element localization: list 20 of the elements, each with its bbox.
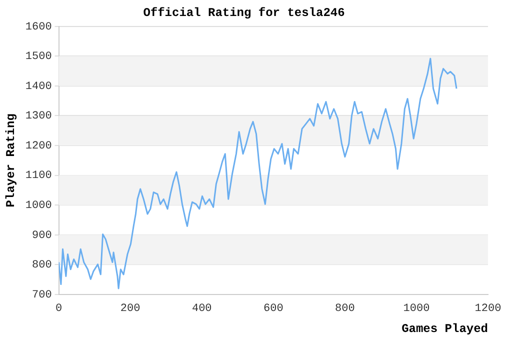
x-tick-label: 0 [56, 302, 62, 315]
y-tick-label: 1200 [25, 140, 52, 152]
x-tick-label: 600 [263, 302, 284, 315]
x-tick-label: 200 [120, 302, 140, 315]
x-tick-label: 1000 [403, 302, 430, 315]
y-tick-label: 1300 [25, 110, 52, 123]
y-tick-label: 1000 [25, 200, 52, 212]
y-tick-label: 900 [32, 230, 52, 242]
x-tick-label: 800 [335, 302, 355, 315]
y-tick-label: 1500 [25, 51, 52, 64]
x-tick-label: 400 [192, 302, 212, 315]
y-tick-label: 1400 [25, 80, 52, 93]
y-tick-label: 800 [32, 260, 52, 272]
x-tick-label: 1200 [474, 302, 502, 315]
y-tick-label: 700 [32, 289, 52, 302]
x-axis-title: Games Played [402, 322, 488, 336]
y-axis-title: Player Rating [4, 114, 18, 208]
y-tick-label: 1100 [25, 170, 52, 182]
chart-title: Official Rating for tesla246 [143, 6, 345, 20]
y-tick-label: 1600 [25, 21, 52, 34]
